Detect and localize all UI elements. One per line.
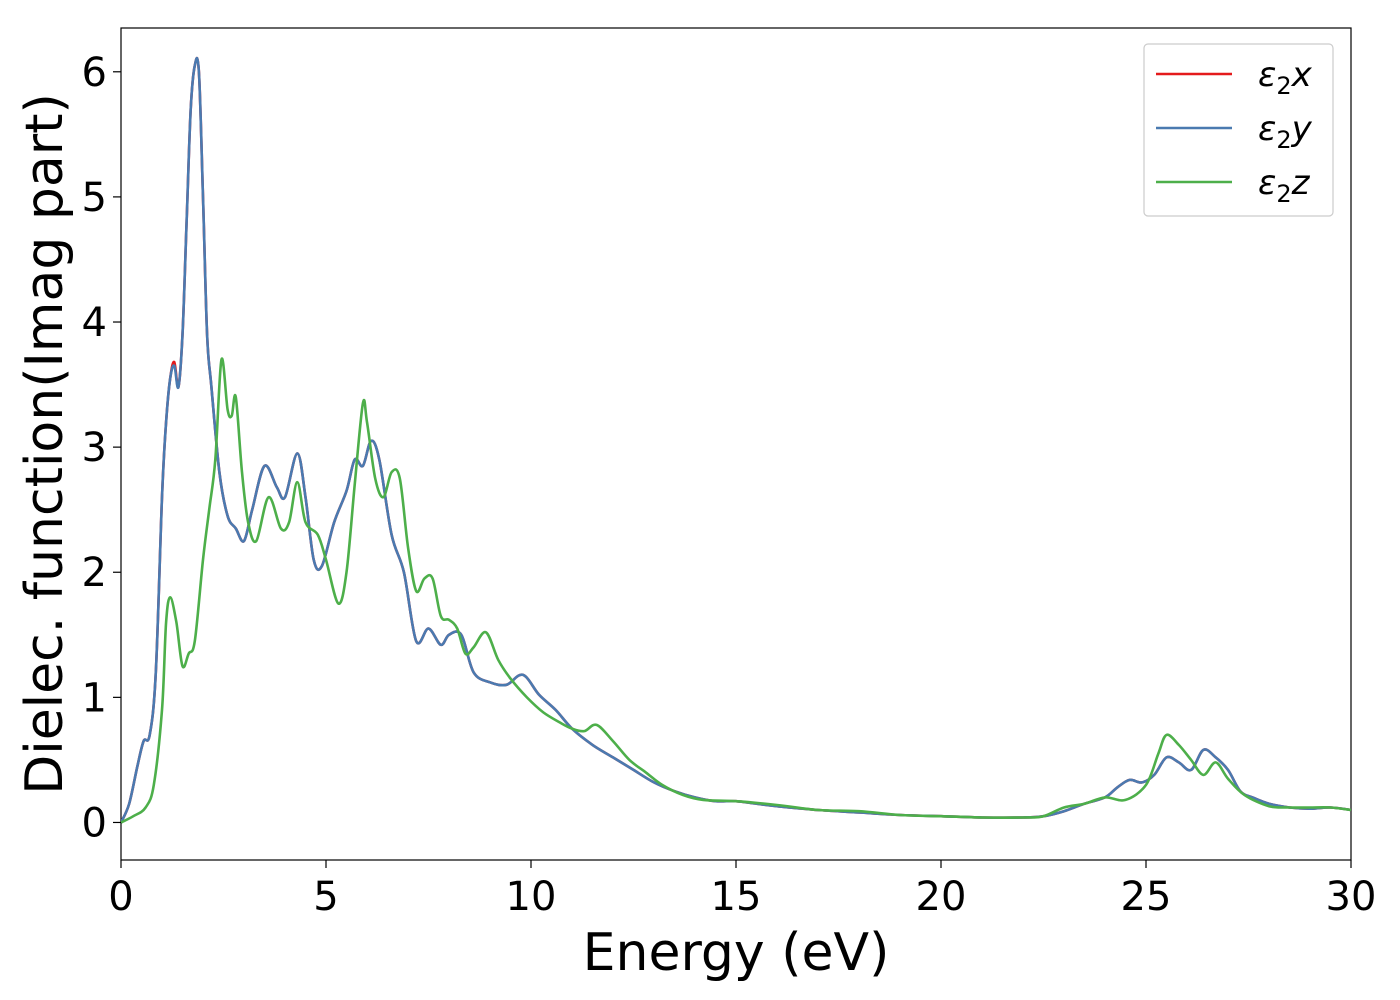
x-tick-label: 25: [1121, 874, 1172, 920]
y-tick-label: 6: [82, 50, 107, 96]
x-axis-label: Energy (eV): [583, 923, 890, 983]
x-tick-label: 30: [1326, 874, 1377, 920]
x-tick-label: 0: [108, 874, 133, 920]
legend-label-x: ε2x: [1258, 55, 1313, 100]
legend-box: [1143, 43, 1334, 217]
x-tick-label: 10: [506, 874, 557, 920]
y-tick-label: 1: [82, 675, 107, 721]
series-line-y: [121, 56, 1351, 824]
legend-label-z: ε2z: [1258, 163, 1311, 208]
y-axis-label: Dielec. function(Imag part): [15, 93, 75, 795]
x-tick-label: 20: [916, 874, 967, 920]
y-tick-label: 5: [82, 175, 107, 221]
x-tick-label: 15: [711, 874, 762, 920]
y-tick-label: 2: [82, 550, 107, 596]
x-tick-label: 5: [313, 874, 338, 920]
series-layer: [121, 56, 1351, 824]
x-axis-ticks: 0 5 10 15 20 25 30: [108, 860, 1376, 920]
legend-label-y: ε2y: [1258, 109, 1313, 154]
legend: ε2x ε2y ε2z: [1143, 43, 1334, 217]
y-tick-label: 3: [82, 425, 107, 471]
series-line-z: [121, 357, 1351, 824]
y-tick-label: 4: [82, 300, 107, 346]
y-tick-label: 0: [82, 800, 107, 846]
y-axis-ticks: 0 1 2 3 4 5 6: [82, 50, 121, 846]
